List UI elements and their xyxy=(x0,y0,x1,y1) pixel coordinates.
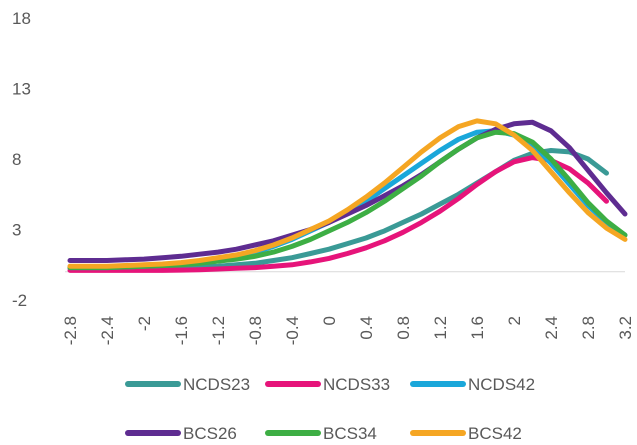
x-tick-label: -0.4 xyxy=(283,316,302,345)
x-tick-label: 1.6 xyxy=(468,316,487,340)
series-line-ncds33 xyxy=(67,155,609,273)
x-tick-label: -2.8 xyxy=(61,316,80,345)
legend-label-bcs26: BCS26 xyxy=(183,424,237,443)
legend: NCDS23 NCDS33 NCDS42 BCS26 BCS34 BCS42 xyxy=(125,375,535,443)
series-line-ncds23 xyxy=(67,148,609,271)
x-tick-label: 3.2 xyxy=(616,316,635,340)
x-tick-label: 2.8 xyxy=(579,316,598,340)
legend-label-ncds33: NCDS33 xyxy=(323,375,390,394)
y-tick-label: 18 xyxy=(12,9,31,28)
x-tick-label: 2.4 xyxy=(542,316,561,340)
legend-label-ncds42: NCDS42 xyxy=(468,375,535,394)
legend-label-ncds23: NCDS23 xyxy=(183,375,250,394)
y-tick-label: 3 xyxy=(12,221,21,240)
x-axis-tick-labels: -2.8 -2.4 -2 -1.6 -1.2 -0.8 -0.4 0 0.4 0.8 1.2 1.6 2… xyxy=(61,316,635,345)
x-tick-label: 1.2 xyxy=(431,316,450,340)
y-tick-label: 8 xyxy=(12,150,21,169)
y-tick-label: -2 xyxy=(12,291,27,310)
y-tick-label: 13 xyxy=(12,80,31,99)
series-line-bcs26 xyxy=(67,119,628,263)
x-tick-label: 2 xyxy=(505,316,524,325)
x-tick-label: -0.8 xyxy=(246,316,265,345)
x-tick-label: 0.4 xyxy=(357,316,376,340)
x-tick-label: -2 xyxy=(135,316,154,331)
legend-label-bcs34: BCS34 xyxy=(323,424,377,443)
x-tick-label: -1.2 xyxy=(209,316,228,345)
y-axis-tick-labels: 18 13 8 3 -2 xyxy=(12,9,31,310)
series-line-bcs34 xyxy=(67,129,628,271)
x-tick-label: -1.6 xyxy=(172,316,191,345)
x-tick-label: 0 xyxy=(320,316,339,325)
x-tick-label: 0.8 xyxy=(394,316,413,340)
x-tick-label: -2.4 xyxy=(98,316,117,345)
legend-label-bcs42: BCS42 xyxy=(468,424,522,443)
series-line-bcs42 xyxy=(67,118,628,269)
series-lines xyxy=(67,118,628,273)
